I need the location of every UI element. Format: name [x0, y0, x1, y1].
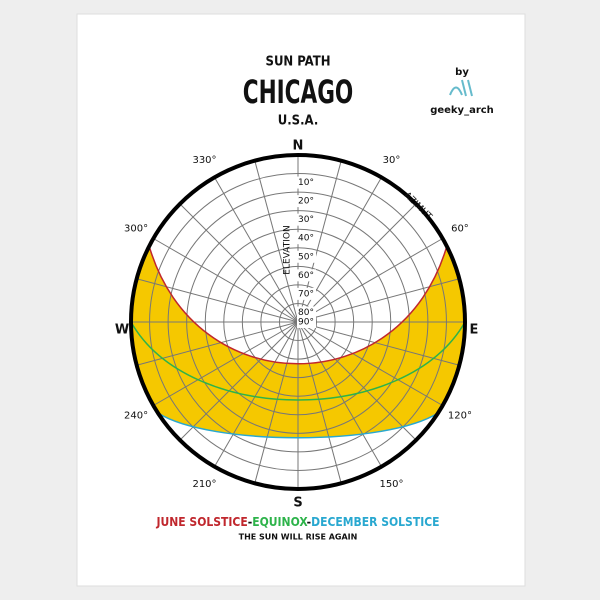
- compass-east: E: [470, 323, 479, 338]
- legend: JUNE SOLSTICE-EQUINOX-DECEMBER SOLSTICE: [155, 515, 439, 529]
- compass-north: N: [293, 139, 304, 154]
- spoke: [179, 203, 299, 323]
- elevation-label: ELEVATION: [283, 225, 293, 274]
- elevation-tick-label: 50°: [298, 252, 314, 262]
- elevation-ring: [223, 247, 373, 397]
- equinox-path: [130, 321, 466, 401]
- spoke: [153, 238, 299, 323]
- legend-separator: -: [307, 515, 311, 529]
- city: CHICAGO: [243, 74, 353, 111]
- azimuth-tick-label: 60°: [451, 224, 469, 235]
- elevation-ring: [241, 265, 355, 379]
- elevation-label-bg: [297, 195, 316, 208]
- azimuth-tick-label: 150°: [379, 479, 403, 490]
- elevation-tick-label: 60°: [298, 271, 314, 281]
- spoke: [297, 321, 382, 467]
- elevation-ring: [167, 191, 429, 453]
- elevation-tick-label: 40°: [298, 234, 314, 244]
- credit-logo: [449, 79, 473, 97]
- elevation-label-bg: [297, 176, 316, 189]
- elevation-ring: [186, 210, 410, 434]
- azimuth-tick-label: 330°: [192, 155, 216, 166]
- elevation-ring: [278, 302, 318, 342]
- azimuth-tick-label: 120°: [448, 411, 472, 422]
- elevation-ring: [204, 228, 392, 416]
- spoke: [153, 321, 299, 406]
- spoke: [136, 321, 299, 366]
- elevation-ring: [149, 173, 447, 471]
- elevation-label-bg: [297, 213, 316, 226]
- spoke: [179, 321, 299, 441]
- azimuth-tick-label: 240°: [124, 411, 148, 422]
- horizon-circle: [129, 153, 467, 491]
- june-solstice-path: [148, 245, 448, 365]
- elevation-tick-label: 80°: [298, 308, 314, 318]
- legend-separator: -: [248, 515, 252, 529]
- spoke: [254, 321, 299, 484]
- credit-name: geeky_arch: [430, 105, 494, 116]
- elevation-tick-label: 70°: [298, 289, 314, 299]
- spoke: [297, 321, 460, 366]
- spoke: [297, 203, 417, 323]
- legend-december: DECEMBER SOLSTICE: [311, 515, 439, 529]
- azimuth-tick-label: 210°: [192, 479, 216, 490]
- spoke: [214, 177, 299, 323]
- compass-west: W: [115, 323, 129, 338]
- elevation-tick-label: 90°: [298, 318, 314, 328]
- december-solstice-path: [157, 412, 439, 439]
- elevation-tick-label: 30°: [298, 215, 314, 225]
- country: U.S.A.: [278, 114, 319, 129]
- credit-by: by: [455, 67, 469, 78]
- compass-south: S: [293, 496, 302, 511]
- legend-june: JUNE SOLSTICE: [155, 515, 247, 529]
- elevation-tick-label: 20°: [298, 197, 314, 207]
- azimuth-tick-label: 300°: [124, 224, 148, 235]
- title: SUN PATH: [266, 55, 331, 70]
- spoke: [136, 278, 299, 323]
- spoke: [297, 278, 460, 323]
- legend-equinox: EQUINOX: [252, 515, 308, 529]
- elevation-label-bg: [297, 232, 316, 245]
- elevation-label-bg: [297, 316, 316, 328]
- spoke: [254, 160, 299, 323]
- sun-area: [131, 246, 465, 438]
- elevation-ring: [260, 284, 336, 360]
- spoke: [297, 321, 443, 406]
- elevation-label-bg: [297, 269, 316, 282]
- spoke: [297, 321, 342, 484]
- elevation-label-bg: [297, 250, 316, 263]
- elevation-label-bg: [297, 306, 316, 319]
- spoke: [297, 321, 417, 441]
- spoke: [297, 238, 443, 323]
- azimuth-tick-label: 30°: [383, 155, 401, 166]
- elevation-label-bg: [297, 287, 316, 300]
- tagline: THE SUN WILL RISE AGAIN: [239, 533, 358, 542]
- elevation-tick-label: 10°: [298, 178, 314, 188]
- spoke: [214, 321, 299, 467]
